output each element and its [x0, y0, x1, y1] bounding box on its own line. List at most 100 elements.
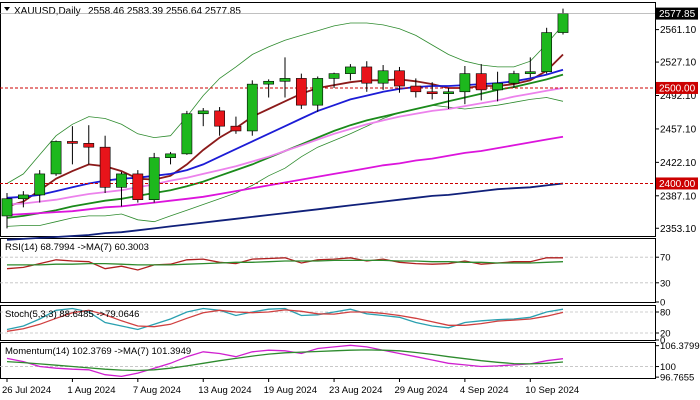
candle[interactable] — [279, 57, 291, 98]
candle-body — [541, 32, 553, 73]
candle-body — [443, 91, 454, 94]
price-tick-label: 2561.10 — [660, 25, 697, 36]
candle-body — [50, 141, 62, 175]
candle[interactable] — [263, 79, 275, 98]
candle[interactable] — [328, 72, 340, 88]
price-tick-label: 2387.10 — [660, 191, 697, 202]
candle[interactable] — [426, 82, 438, 100]
date-label: 26 Jul 2024 — [2, 385, 51, 396]
candle-body — [377, 70, 389, 84]
candle[interactable] — [246, 80, 258, 136]
indicator-tick-label: 100 — [660, 362, 676, 373]
candle-body — [459, 73, 471, 93]
candle[interactable] — [295, 73, 307, 109]
indicator-tick-label: 96.7655 — [660, 373, 694, 384]
candle-body — [475, 73, 487, 91]
candle[interactable] — [377, 65, 389, 90]
candle[interactable] — [99, 135, 111, 194]
candle-body — [181, 113, 193, 155]
candle[interactable] — [508, 70, 520, 88]
date-label: 29 Aug 2024 — [394, 385, 447, 396]
candle[interactable] — [34, 170, 46, 203]
candle[interactable] — [459, 65, 471, 105]
indicator-tick-label: 20 — [660, 329, 671, 340]
price-tick-label: 2492.10 — [660, 91, 697, 102]
candle[interactable] — [165, 151, 176, 165]
candle-body — [116, 173, 127, 188]
moving-average-ma_pink_light — [6, 87, 564, 206]
indicator-title: Momentum(14) 102.3769 ->MA(7) 101.3949 — [5, 346, 191, 357]
candle[interactable] — [475, 64, 487, 101]
candle[interactable] — [443, 87, 454, 109]
candle[interactable] — [17, 191, 29, 208]
candle[interactable] — [116, 172, 127, 207]
indicator-tick-label: 106.3799 — [660, 341, 700, 352]
candle[interactable] — [361, 61, 373, 92]
date-label: 23 Aug 2024 — [329, 385, 382, 396]
moving-average-ma_fast — [6, 53, 564, 208]
level-tag-label: 2400.00 — [659, 179, 696, 190]
price-tick-label: 2353.10 — [660, 224, 697, 235]
candle-body — [426, 91, 438, 94]
moving-average-ma_magenta — [6, 135, 564, 216]
candle-body — [67, 141, 78, 144]
level-tag — [656, 81, 698, 94]
candle[interactable] — [312, 76, 324, 112]
current-price-tag — [656, 7, 698, 20]
moving-average-ma_navy — [6, 182, 564, 241]
candle[interactable] — [50, 140, 62, 176]
indicator-line-stoch_signal — [6, 309, 564, 332]
candle[interactable] — [1, 193, 13, 229]
candle[interactable] — [345, 64, 356, 81]
candle-body — [99, 146, 111, 188]
candle-body — [492, 82, 503, 91]
candle-body — [214, 110, 225, 127]
price-tick-label: 2422.10 — [660, 158, 697, 169]
candle[interactable] — [410, 78, 422, 98]
candle[interactable] — [83, 125, 95, 165]
candle-body — [361, 66, 373, 84]
candle-body — [17, 194, 29, 200]
candle[interactable] — [214, 107, 225, 136]
candle-body — [132, 173, 144, 201]
rsi-pane[interactable]: 70 30 0 RSI(14) 68.7994 ->MA(7) 60.3003 — [0, 242, 671, 309]
bollinger-lower-line — [6, 97, 564, 227]
date-label: 10 Sep 2024 — [525, 385, 579, 396]
candle-body — [328, 73, 340, 79]
indicator-line-momentum_ma — [6, 349, 564, 372]
date-label: 4 Sep 2024 — [460, 385, 509, 396]
candle[interactable] — [541, 27, 553, 74]
symbol-dropdown-icon[interactable] — [4, 7, 10, 11]
date-label: 19 Aug 2024 — [264, 385, 317, 396]
price-tick-label: 2527.10 — [660, 58, 697, 69]
indicator-line-momentum — [6, 344, 564, 378]
indicator-tick-label: 0 — [660, 336, 665, 347]
candle-body — [148, 157, 160, 201]
moving-average-ma_blue — [6, 68, 564, 199]
candle-body — [279, 78, 291, 82]
candle[interactable] — [132, 170, 144, 203]
candle[interactable] — [557, 8, 569, 35]
candle-body — [508, 73, 520, 84]
candle[interactable] — [148, 152, 160, 203]
candle[interactable] — [230, 116, 242, 134]
stochastic-pane[interactable]: 80 200 Stoch(5,3,3) 88.6485 ->79.0646 — [0, 308, 671, 347]
pane-frame-main — [0, 2, 656, 237]
indicator-tick-label: 30 — [660, 278, 671, 289]
candle[interactable] — [197, 108, 209, 127]
candle[interactable] — [181, 110, 193, 155]
candle-body — [197, 110, 209, 115]
candle[interactable] — [492, 71, 503, 102]
current-price-label: 2577.85 — [659, 9, 696, 20]
price-pane[interactable]: 2561.10 2527.10 2492.10 2457.10 2422.10 2387.… — [0, 7, 698, 241]
candle-body — [557, 13, 569, 33]
date-label: 1 Aug 2024 — [67, 385, 115, 396]
candle[interactable] — [67, 126, 78, 165]
indicator-tick-label: 0 — [660, 298, 665, 309]
candle-body — [524, 71, 536, 74]
candle[interactable] — [394, 66, 405, 93]
candle[interactable] — [524, 57, 536, 78]
